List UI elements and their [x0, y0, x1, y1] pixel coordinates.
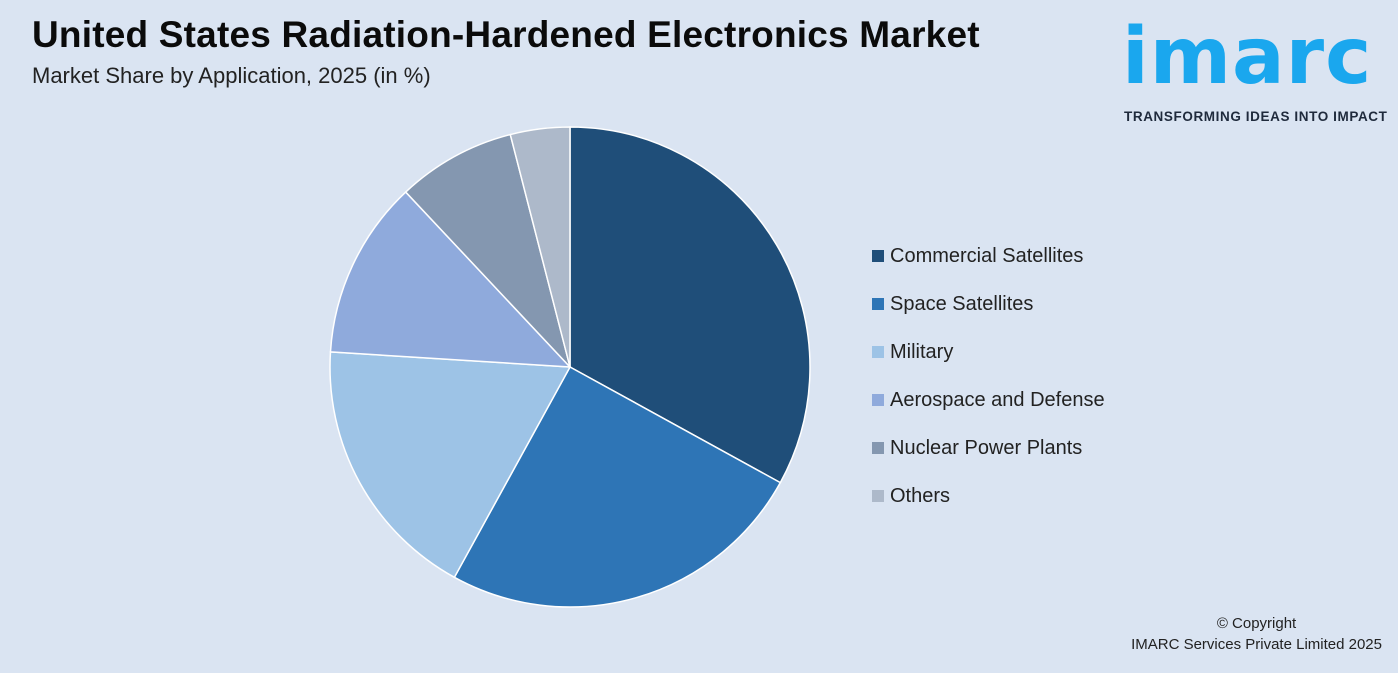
legend-item-nuclear-power-plants: Nuclear Power Plants: [872, 424, 1105, 472]
pie-slice-commercial-satellites: [569, 126, 811, 484]
legend-swatch: [872, 346, 884, 358]
legend-label: Space Satellites: [890, 292, 1034, 315]
pie-slice-nuclear-power-plants: [404, 133, 571, 368]
legend-swatch: [872, 298, 884, 310]
copyright-line-1: © Copyright: [1216, 615, 1297, 632]
pie-slice-aerospace-and-defense: [329, 190, 572, 368]
logo-wordmark: imarc: [1122, 12, 1373, 102]
legend-item-others: Others: [872, 472, 1105, 520]
logo-tagline: TRANSFORMING IDEAS INTO IMPACT: [1124, 109, 1388, 124]
legend-label: Commercial Satellites: [890, 244, 1084, 267]
legend-label: Aerospace and Defense: [890, 388, 1105, 411]
legend-item-space-satellites: Space Satellites: [872, 280, 1105, 328]
copyright-notice: © Copyright IMARC Services Private Limit…: [1131, 613, 1382, 655]
pie-slice-military: [329, 351, 572, 579]
legend-label: Others: [890, 484, 951, 507]
pie-slice-others: [509, 126, 571, 368]
pie-chart: [329, 126, 811, 608]
legend-swatch: [872, 394, 884, 406]
legend-item-commercial-satellites: Commercial Satellites: [872, 232, 1105, 280]
legend-swatch: [872, 490, 884, 502]
chart-subtitle: Market Share by Application, 2025 (in %): [32, 63, 431, 88]
legend-swatch: [872, 442, 884, 454]
imarc-logo: imarc TRANSFORMING IDEAS INTO IMPACT: [1120, 12, 1392, 127]
legend-label: Military: [890, 340, 954, 363]
legend-item-military: Military: [872, 328, 1105, 376]
chart-title: United States Radiation-Hardened Electro…: [32, 14, 980, 55]
copyright-line-2: IMARC Services Private Limited 2025: [1131, 636, 1382, 653]
legend-swatch: [872, 250, 884, 262]
legend-label: Nuclear Power Plants: [890, 436, 1083, 459]
pie-slice-space-satellites: [453, 365, 782, 608]
chart-legend: Commercial Satellites Space Satellites Mil…: [872, 232, 1105, 520]
legend-item-aerospace-and-defense: Aerospace and Defense: [872, 376, 1105, 424]
